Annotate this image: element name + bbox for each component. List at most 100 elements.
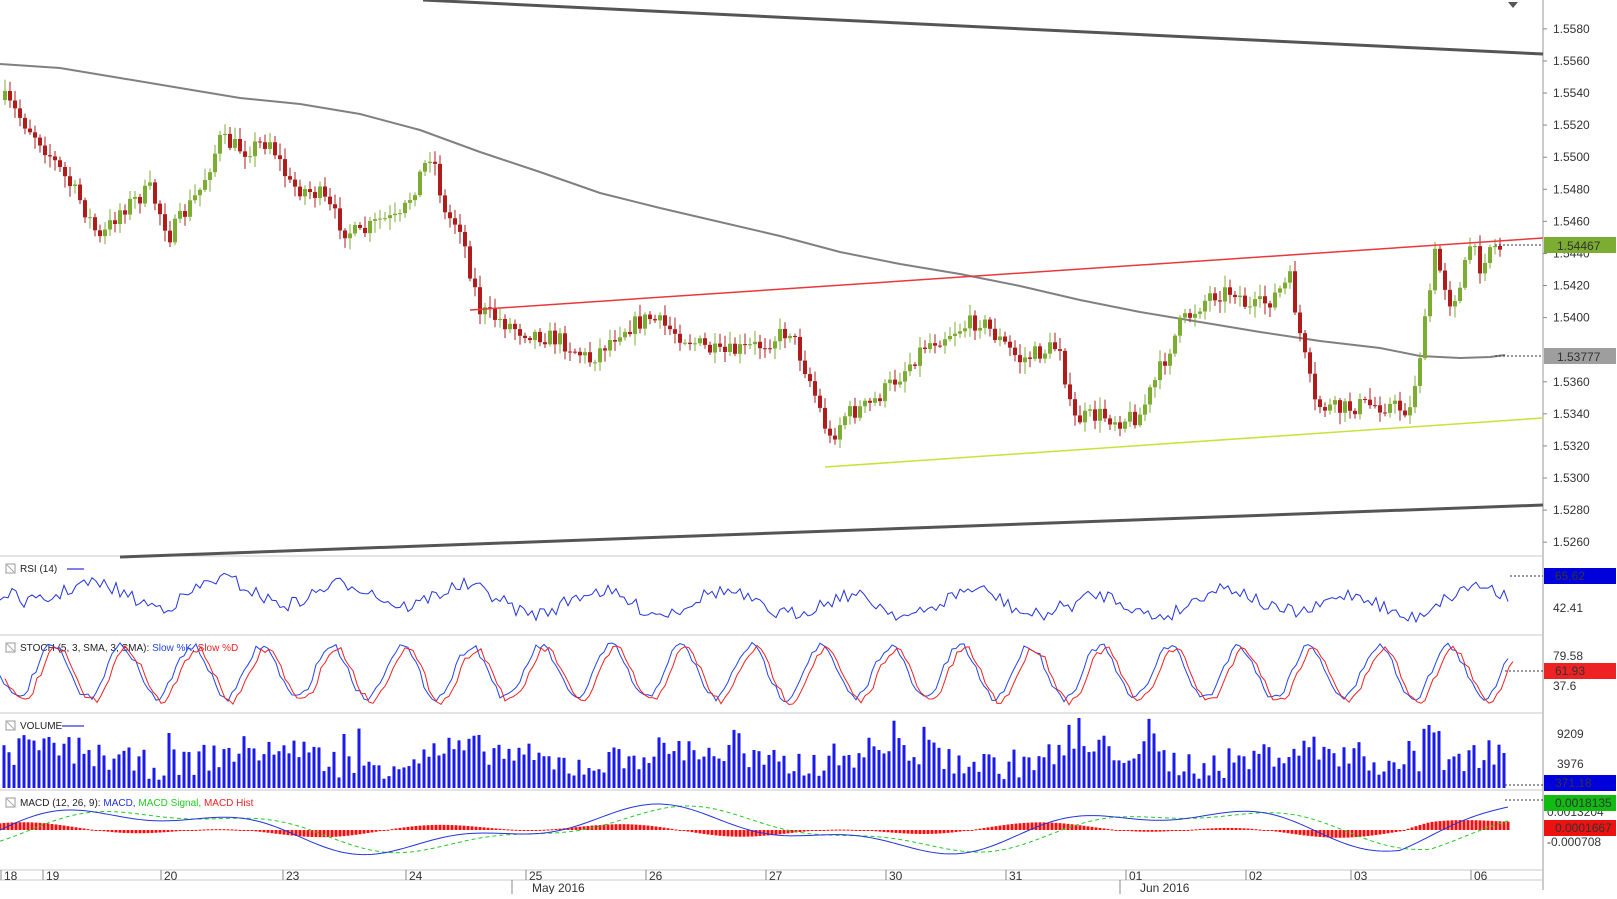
volume-bar <box>797 753 801 788</box>
candle-body <box>698 338 702 344</box>
macd-hist-bar <box>682 830 686 831</box>
volume-bar <box>1377 774 1381 788</box>
volume-bar <box>297 757 301 788</box>
macd-hist-bar <box>726 830 730 837</box>
volume-bar <box>1282 763 1286 788</box>
volume-bar <box>1267 747 1271 788</box>
volume-bar <box>282 745 286 788</box>
volume-bar <box>1017 777 1021 788</box>
macd-hist-bar <box>842 829 846 831</box>
volume-bar <box>57 755 61 788</box>
macd-hist-bar <box>1266 830 1270 831</box>
macd-hist-bar <box>550 829 554 831</box>
macd-hist-bar <box>1222 827 1226 830</box>
macd-hist-bar <box>1310 830 1314 837</box>
candle-body <box>1328 404 1332 411</box>
candle-body <box>1133 411 1137 426</box>
volume-bar <box>987 754 991 788</box>
volume-bar <box>1362 756 1366 788</box>
volume-bar <box>1357 742 1361 788</box>
candle-body <box>93 217 97 231</box>
date-axis-label: 18 <box>4 869 18 883</box>
macd-hist-bar <box>814 830 818 831</box>
volume-bar <box>1417 771 1421 788</box>
candle-body <box>743 344 747 346</box>
macd-hist-bar <box>614 824 618 830</box>
candle-body <box>528 338 532 341</box>
stoch-axis-label: 79.58 <box>1553 649 1583 663</box>
candle-body <box>1498 246 1502 250</box>
macd-hist-bar <box>214 829 218 831</box>
volume-bar <box>1142 741 1146 788</box>
candle-body <box>213 153 217 173</box>
volume-bar <box>1432 732 1436 788</box>
macd-hist-bar <box>994 826 998 830</box>
macd-hist-bar <box>526 830 530 831</box>
candle-body <box>808 374 812 382</box>
ma-price-tag-bg <box>1544 348 1616 364</box>
macd-hist-bar <box>1282 830 1286 833</box>
macd-hist-bar <box>870 830 874 831</box>
candle-body <box>1058 349 1062 351</box>
volume-bar <box>1192 773 1196 788</box>
date-axis-label: 19 <box>46 869 60 883</box>
candle-body <box>363 227 367 234</box>
macd-label: MACD (12, 26, 9): MACD, MACD Signal, MAC… <box>20 798 254 809</box>
volume-bar <box>897 738 901 788</box>
volume-bar <box>752 750 756 788</box>
candle-body <box>1298 312 1302 334</box>
macd-hist-bar <box>1154 830 1158 832</box>
candle-body <box>1303 333 1307 353</box>
candle-body <box>958 331 962 334</box>
volume-bar <box>757 751 761 788</box>
candle-body <box>1288 271 1292 283</box>
candle-body <box>1333 400 1337 405</box>
candle-body <box>73 184 77 187</box>
volume-bar <box>1132 758 1136 788</box>
candle-body <box>1358 398 1362 415</box>
volume-bar <box>17 738 21 788</box>
volume-bar <box>232 761 236 788</box>
macd-hist-bar <box>250 830 254 831</box>
volume-bar <box>1172 752 1176 788</box>
volume-bar <box>817 775 821 788</box>
volume-bar <box>692 750 696 788</box>
candle-body <box>483 307 487 315</box>
macd-hist-bar <box>962 830 966 832</box>
macd-hist-bar <box>334 830 338 837</box>
candle-body <box>753 341 757 345</box>
candle-body <box>983 319 987 328</box>
macd-hist-bar <box>382 830 386 831</box>
volume-bar <box>732 729 736 788</box>
volume-bar <box>1222 777 1226 788</box>
candle-body <box>353 224 357 234</box>
volume-bar <box>827 755 831 788</box>
volume-bar <box>1167 771 1171 788</box>
macd-hist-bar <box>890 830 894 833</box>
volume-bar <box>277 751 281 788</box>
volume-bar <box>937 747 941 788</box>
macd-hist-bar <box>506 829 510 831</box>
volume-bar <box>977 771 981 788</box>
candle-body <box>1268 303 1272 308</box>
month-axis-label: Jun 2016 <box>1140 881 1190 894</box>
candle-body <box>68 176 72 187</box>
volume-bar <box>667 753 671 788</box>
macd-hist-bar <box>974 829 978 831</box>
candle-body <box>1178 317 1182 336</box>
macd-hist-bar <box>1278 830 1282 833</box>
macd-hist-bar <box>1230 827 1234 830</box>
volume-bar <box>1127 760 1131 788</box>
candle-body <box>273 142 277 156</box>
candle-body <box>918 347 922 366</box>
macd-hist-bar <box>1234 828 1238 830</box>
volume-bar <box>847 755 851 788</box>
candle-body <box>518 329 522 336</box>
stoch-series-label: Slow %K, <box>152 643 198 654</box>
candle-body <box>333 204 337 209</box>
macd-hist-bar <box>822 830 826 831</box>
macd-hist-bar <box>1506 821 1510 830</box>
macd-hist-bar <box>1066 823 1070 830</box>
